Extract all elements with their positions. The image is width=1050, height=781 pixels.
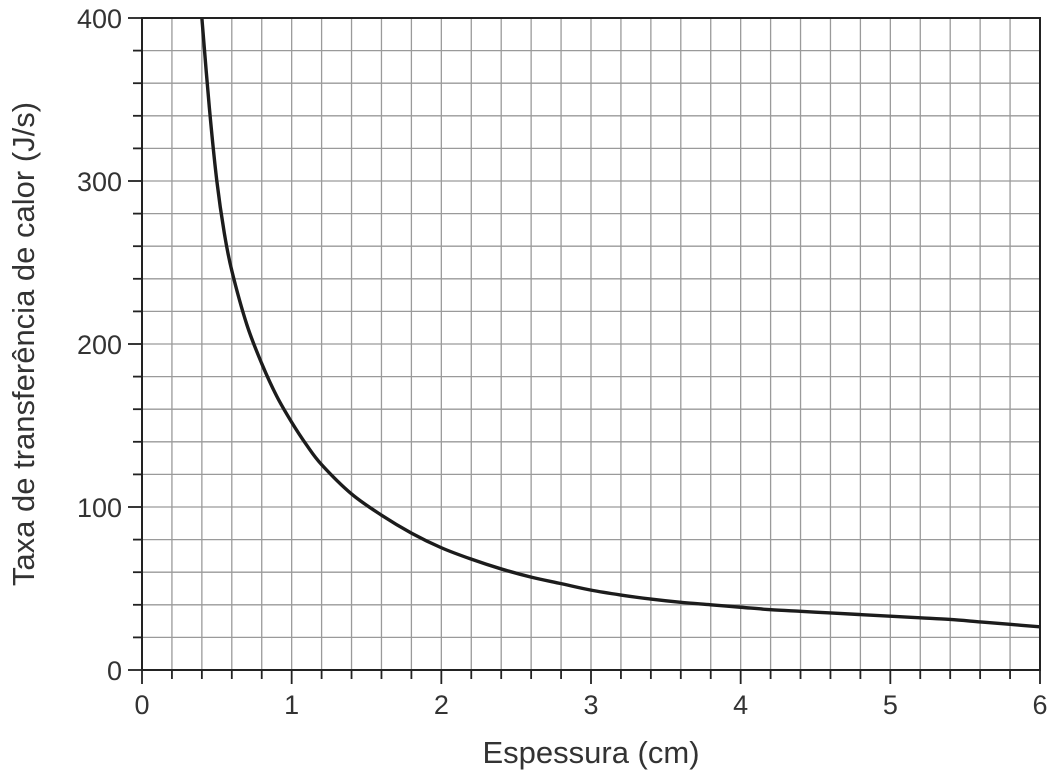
- axes: [128, 17, 1041, 684]
- y-tick-label: 400: [77, 4, 122, 34]
- x-tick-label: 5: [883, 690, 898, 720]
- x-tick-label: 0: [134, 690, 149, 720]
- tick-labels: 0 1 2 3 4 5 6 0 100 200 300 400: [77, 4, 1048, 720]
- x-tick-label: 4: [733, 690, 748, 720]
- grid: [142, 18, 1040, 670]
- y-tick-label: 200: [77, 330, 122, 360]
- y-tick-label: 100: [77, 493, 122, 523]
- x-tick-label: 1: [284, 690, 299, 720]
- y-tick-label: 300: [77, 167, 122, 197]
- x-axis-label: Espessura (cm): [482, 735, 699, 770]
- y-tick-label: 0: [107, 656, 122, 686]
- plot-area: [200, 17, 1041, 629]
- x-tick-label: 3: [583, 690, 598, 720]
- x-tick-label: 2: [434, 690, 449, 720]
- series-line-0: [200, 17, 1041, 629]
- x-tick-label: 6: [1032, 690, 1047, 720]
- y-axis-label: Taxa de transferência de calor (J/s): [6, 102, 41, 586]
